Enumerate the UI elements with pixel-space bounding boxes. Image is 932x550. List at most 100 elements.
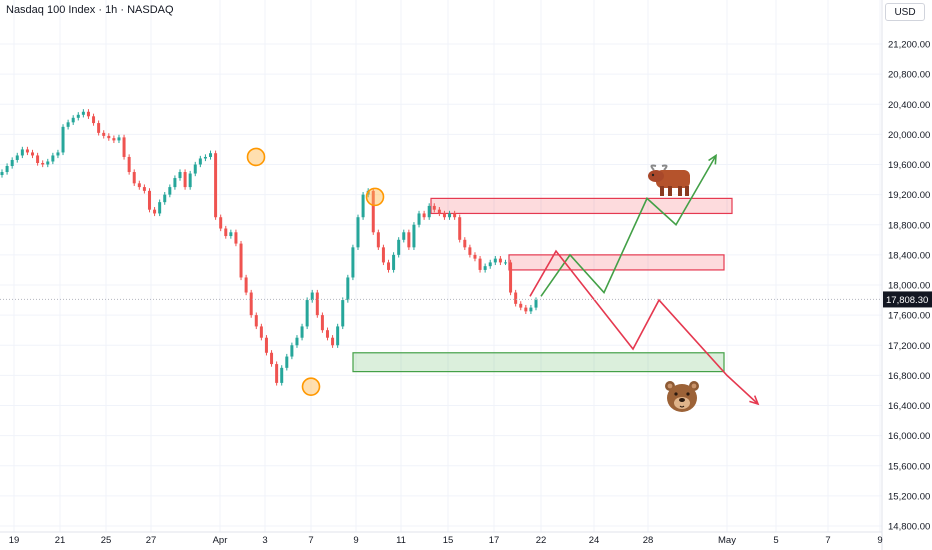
candle [468,247,472,255]
candle [483,266,487,270]
scenario-paths [529,153,760,406]
candle [280,367,284,383]
candle [66,122,70,127]
pivot-marker [365,187,385,207]
x-tick-label: 9 [877,535,882,546]
last-price-text: 17,808.30 [886,295,928,306]
resistance-zone [430,197,733,215]
candle [346,277,350,301]
x-tick-label: Apr [213,535,228,546]
candle [163,194,167,203]
y-tick-label: 17,200.00 [888,341,930,352]
y-tick-label: 15,200.00 [888,491,930,502]
candle [20,149,24,156]
y-tick-label: 20,800.00 [888,70,930,81]
x-tick-label: 15 [443,535,454,546]
candle [305,300,309,327]
candle [285,356,289,368]
candle [397,239,401,255]
x-tick-label: 19 [9,535,20,546]
grid [0,0,882,532]
candle [36,155,40,163]
candle [112,138,116,141]
candle [15,155,19,160]
x-tick-label: 9 [353,535,358,546]
pivot-marker [246,147,266,167]
candle [46,161,50,165]
candle [509,262,513,293]
candles [0,109,538,386]
chart-title: Nasdaq 100 Index · 1h · NASDAQ [6,4,174,16]
candle [315,292,319,316]
candle [473,254,477,259]
candle [524,307,528,312]
candle [25,149,29,153]
candle [5,166,9,173]
candle [51,155,55,162]
candle [493,258,497,263]
candle [92,116,96,124]
pivot-markers [246,147,385,396]
y-tick-label: 17,600.00 [888,311,930,322]
candle [336,326,340,346]
candle [224,228,228,237]
candle [153,209,157,214]
candle [422,213,426,218]
candle [519,303,523,308]
candle [198,158,202,165]
y-tick-label: 16,000.00 [888,431,930,442]
candle [209,153,213,157]
bear-icon [665,381,699,412]
x-tick-label: May [718,535,736,546]
candle [417,213,421,225]
candle [300,326,304,338]
candle [498,258,502,263]
y-tick-label: 21,200.00 [888,40,930,51]
candle [320,315,324,331]
candle [361,194,365,218]
candle [41,162,45,165]
y-tick-label: 16,800.00 [888,371,930,382]
candle [514,292,518,304]
candle [61,126,65,153]
candle [178,172,182,179]
candle [86,111,90,117]
last-price-tag [883,291,932,308]
candle [488,262,492,267]
candle [239,243,243,278]
candle [71,117,75,123]
candle [234,232,238,244]
x-tick-label: 27 [146,535,157,546]
candle [168,187,172,195]
candle [203,156,207,159]
time-axis: 19 21 25 27 Apr 3 7 9 11 15 17 22 24 28 May 5 7 9 [0,531,883,546]
bearish-path [529,249,759,405]
x-tick-label: 22 [536,535,547,546]
candle [376,232,380,248]
candle [432,205,436,210]
candle [331,337,335,346]
candle [412,224,416,248]
support-zone [352,352,725,373]
candle [158,202,162,214]
y-tick-label: 20,000.00 [888,130,930,141]
candle [259,326,263,338]
y-tick-label: 15,600.00 [888,461,930,472]
price-axis: 14,800.00 15,200.00 15,600.00 16,000.00 16,4… [888,40,930,533]
candle [529,307,533,312]
candle [76,114,80,118]
x-tick-label: 11 [396,535,406,546]
candle [290,345,294,357]
x-tick-label: 17 [489,535,500,546]
y-tick-label: 16,400.00 [888,401,930,412]
candle [10,159,14,167]
x-tick-label: 24 [589,535,600,546]
x-tick-label: 28 [643,535,654,546]
candle [381,247,385,263]
candle [31,152,35,156]
currency-button[interactable]: USD [885,3,925,21]
candle [56,152,60,156]
candle [407,232,411,248]
y-tick-label: 19,600.00 [888,160,930,171]
